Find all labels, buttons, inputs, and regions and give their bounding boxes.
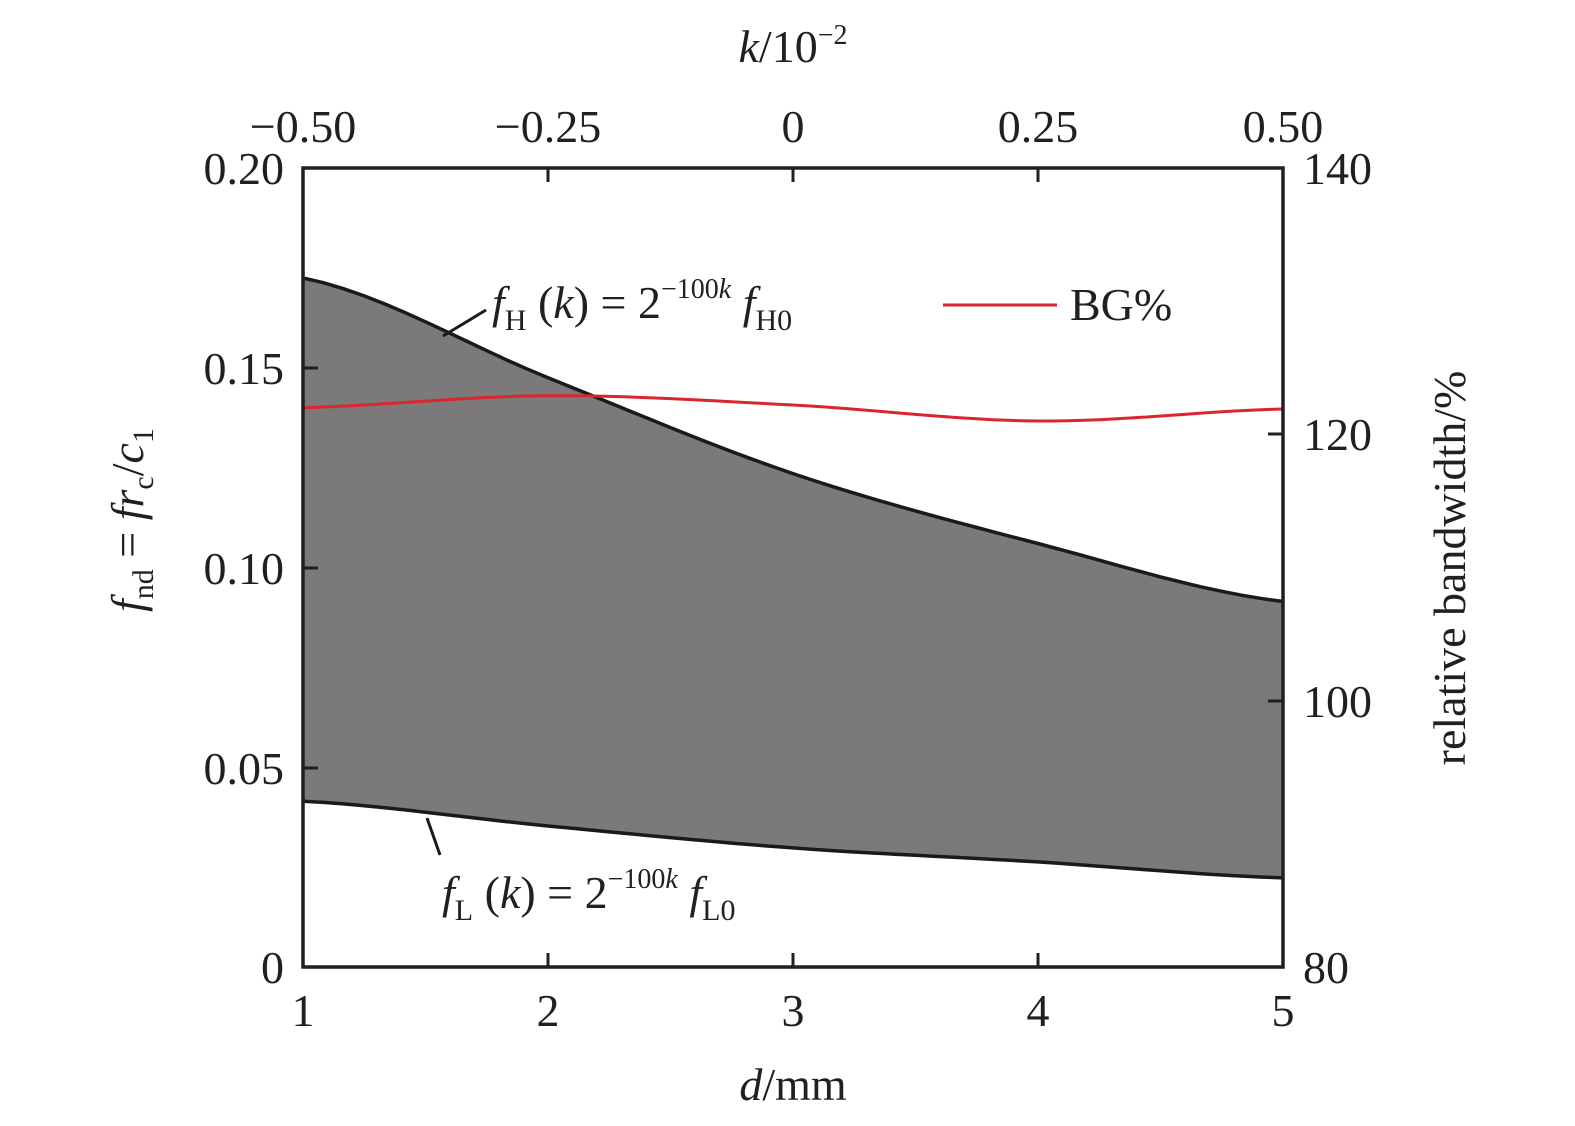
x-tick-4: 4 xyxy=(1027,985,1050,1036)
bandwidth-band-area xyxy=(303,277,1283,878)
x-tick-3: 3 xyxy=(782,985,805,1036)
k-tick-neg050: −0.50 xyxy=(250,101,356,152)
bottom-tick-labels: 1 2 3 4 5 xyxy=(292,985,1295,1036)
fl-curve xyxy=(302,799,1284,880)
legend-bg-label: BG% xyxy=(1070,279,1172,330)
bottom-ticks xyxy=(546,953,1040,967)
left-ticks xyxy=(303,366,318,770)
right-ticks xyxy=(1268,432,1283,703)
left-tick-labels: 0 0.05 0.10 0.15 0.20 xyxy=(204,143,285,993)
fl-annotation: fL (k) = 2−100k fL0 xyxy=(442,864,735,927)
k-tick-0: 0 xyxy=(782,101,805,152)
top-ticks xyxy=(546,168,1040,182)
fl-annotation-leader xyxy=(425,817,442,856)
y-tick-0: 0 xyxy=(261,942,284,993)
y-tick-020: 0.20 xyxy=(204,143,285,194)
x-tick-1: 1 xyxy=(292,985,315,1036)
right-tick-labels: 80 100 120 140 xyxy=(1303,143,1372,993)
y2-tick-80: 80 xyxy=(1303,942,1349,993)
legend: BG% xyxy=(943,279,1172,330)
top-tick-labels: −0.50 −0.25 0 0.25 0.50 xyxy=(250,101,1323,152)
y2-tick-140: 140 xyxy=(1303,143,1372,194)
y2-axis-title: relative bandwidth/% xyxy=(1424,371,1475,766)
fh-annotation: fH (k) = 2−100k fH0 xyxy=(492,274,792,337)
k-tick-050: 0.50 xyxy=(1243,101,1324,152)
bg-percent-curve xyxy=(302,394,1284,423)
x-axis-title: d/mm xyxy=(739,1059,847,1110)
top-axis-title: k/10−2 xyxy=(739,20,848,72)
k-tick-025: 0.25 xyxy=(998,101,1079,152)
fh-curve xyxy=(302,276,1284,604)
x-tick-2: 2 xyxy=(537,985,560,1036)
y-tick-010: 0.10 xyxy=(204,543,285,594)
y-axis-title: fnd = frc/c1 xyxy=(102,428,160,612)
x-tick-5: 5 xyxy=(1272,985,1295,1036)
fh-annotation-leader xyxy=(442,308,487,338)
y-tick-015: 0.15 xyxy=(204,343,285,394)
y2-tick-120: 120 xyxy=(1303,409,1372,460)
y-tick-005: 0.05 xyxy=(204,743,285,794)
y2-tick-100: 100 xyxy=(1303,676,1372,727)
k-tick-neg025: −0.25 xyxy=(495,101,601,152)
